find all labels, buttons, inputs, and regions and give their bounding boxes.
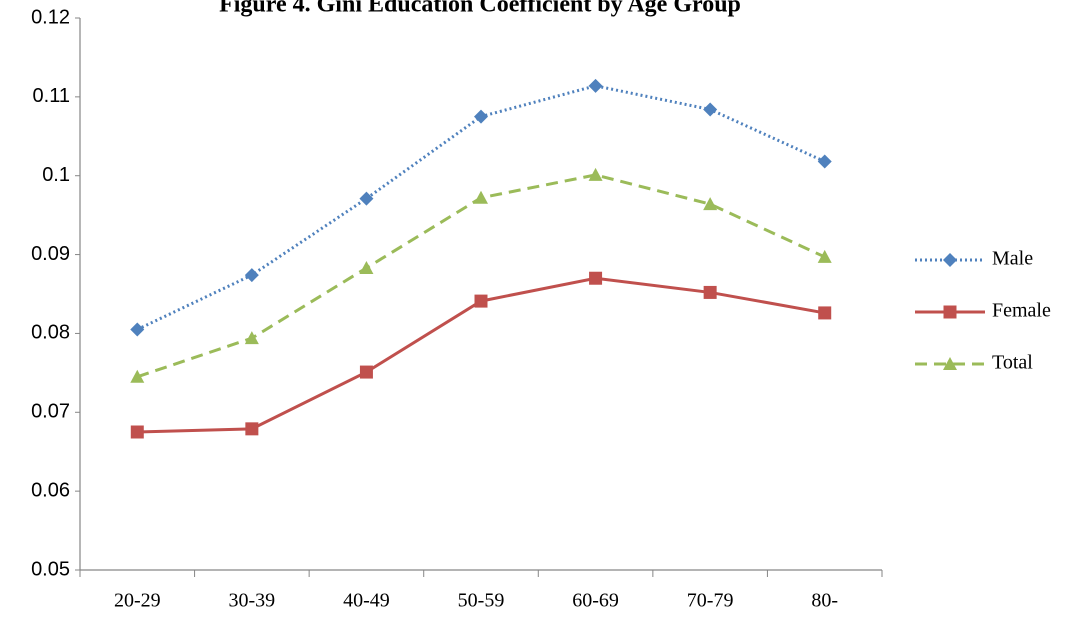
y-tick-label: 0.12 [31,6,70,28]
x-tick-label: 80- [811,590,838,612]
y-tick-label: 0.11 [33,85,70,107]
legend-label: Male [992,248,1033,270]
y-tick-label: 0.1 [42,164,70,186]
data-point [474,294,488,308]
y-tick-label: 0.07 [31,401,70,423]
data-point [130,322,145,337]
legend-label: Female [992,300,1051,322]
legend-marker [943,253,957,267]
data-point [359,191,374,206]
y-tick-label: 0.09 [31,243,70,265]
legend-marker [943,357,957,370]
data-point [359,365,373,379]
data-point [589,271,603,285]
x-tick-label: 20-29 [114,590,161,612]
y-tick-label: 0.06 [31,479,70,501]
x-tick-label: 70-79 [687,590,734,612]
data-point [474,190,488,204]
data-point [817,154,832,169]
data-point [703,285,717,299]
data-point [588,167,603,181]
data-point [130,425,144,439]
data-point [703,197,718,211]
data-point [474,109,488,124]
series-line [136,173,826,379]
chart-title: Figure 4. Gini Education Coefficient by … [219,0,741,18]
legend-label: Total [992,352,1033,374]
x-tick-label: 40-49 [343,590,390,612]
data-point [245,422,259,436]
x-tick-label: 50-59 [458,590,505,612]
data-point [244,268,259,283]
data-point [588,78,603,93]
y-tick-label: 0.05 [31,558,70,580]
data-point [818,306,832,320]
data-point [130,369,145,383]
data-point [359,260,374,274]
data-point [703,102,718,117]
data-point [244,331,259,345]
legend-marker [943,305,957,319]
y-tick-label: 0.08 [31,322,70,344]
data-point [817,249,832,263]
x-tick-label: 60-69 [572,590,619,612]
x-tick-label: 30-39 [229,590,276,612]
